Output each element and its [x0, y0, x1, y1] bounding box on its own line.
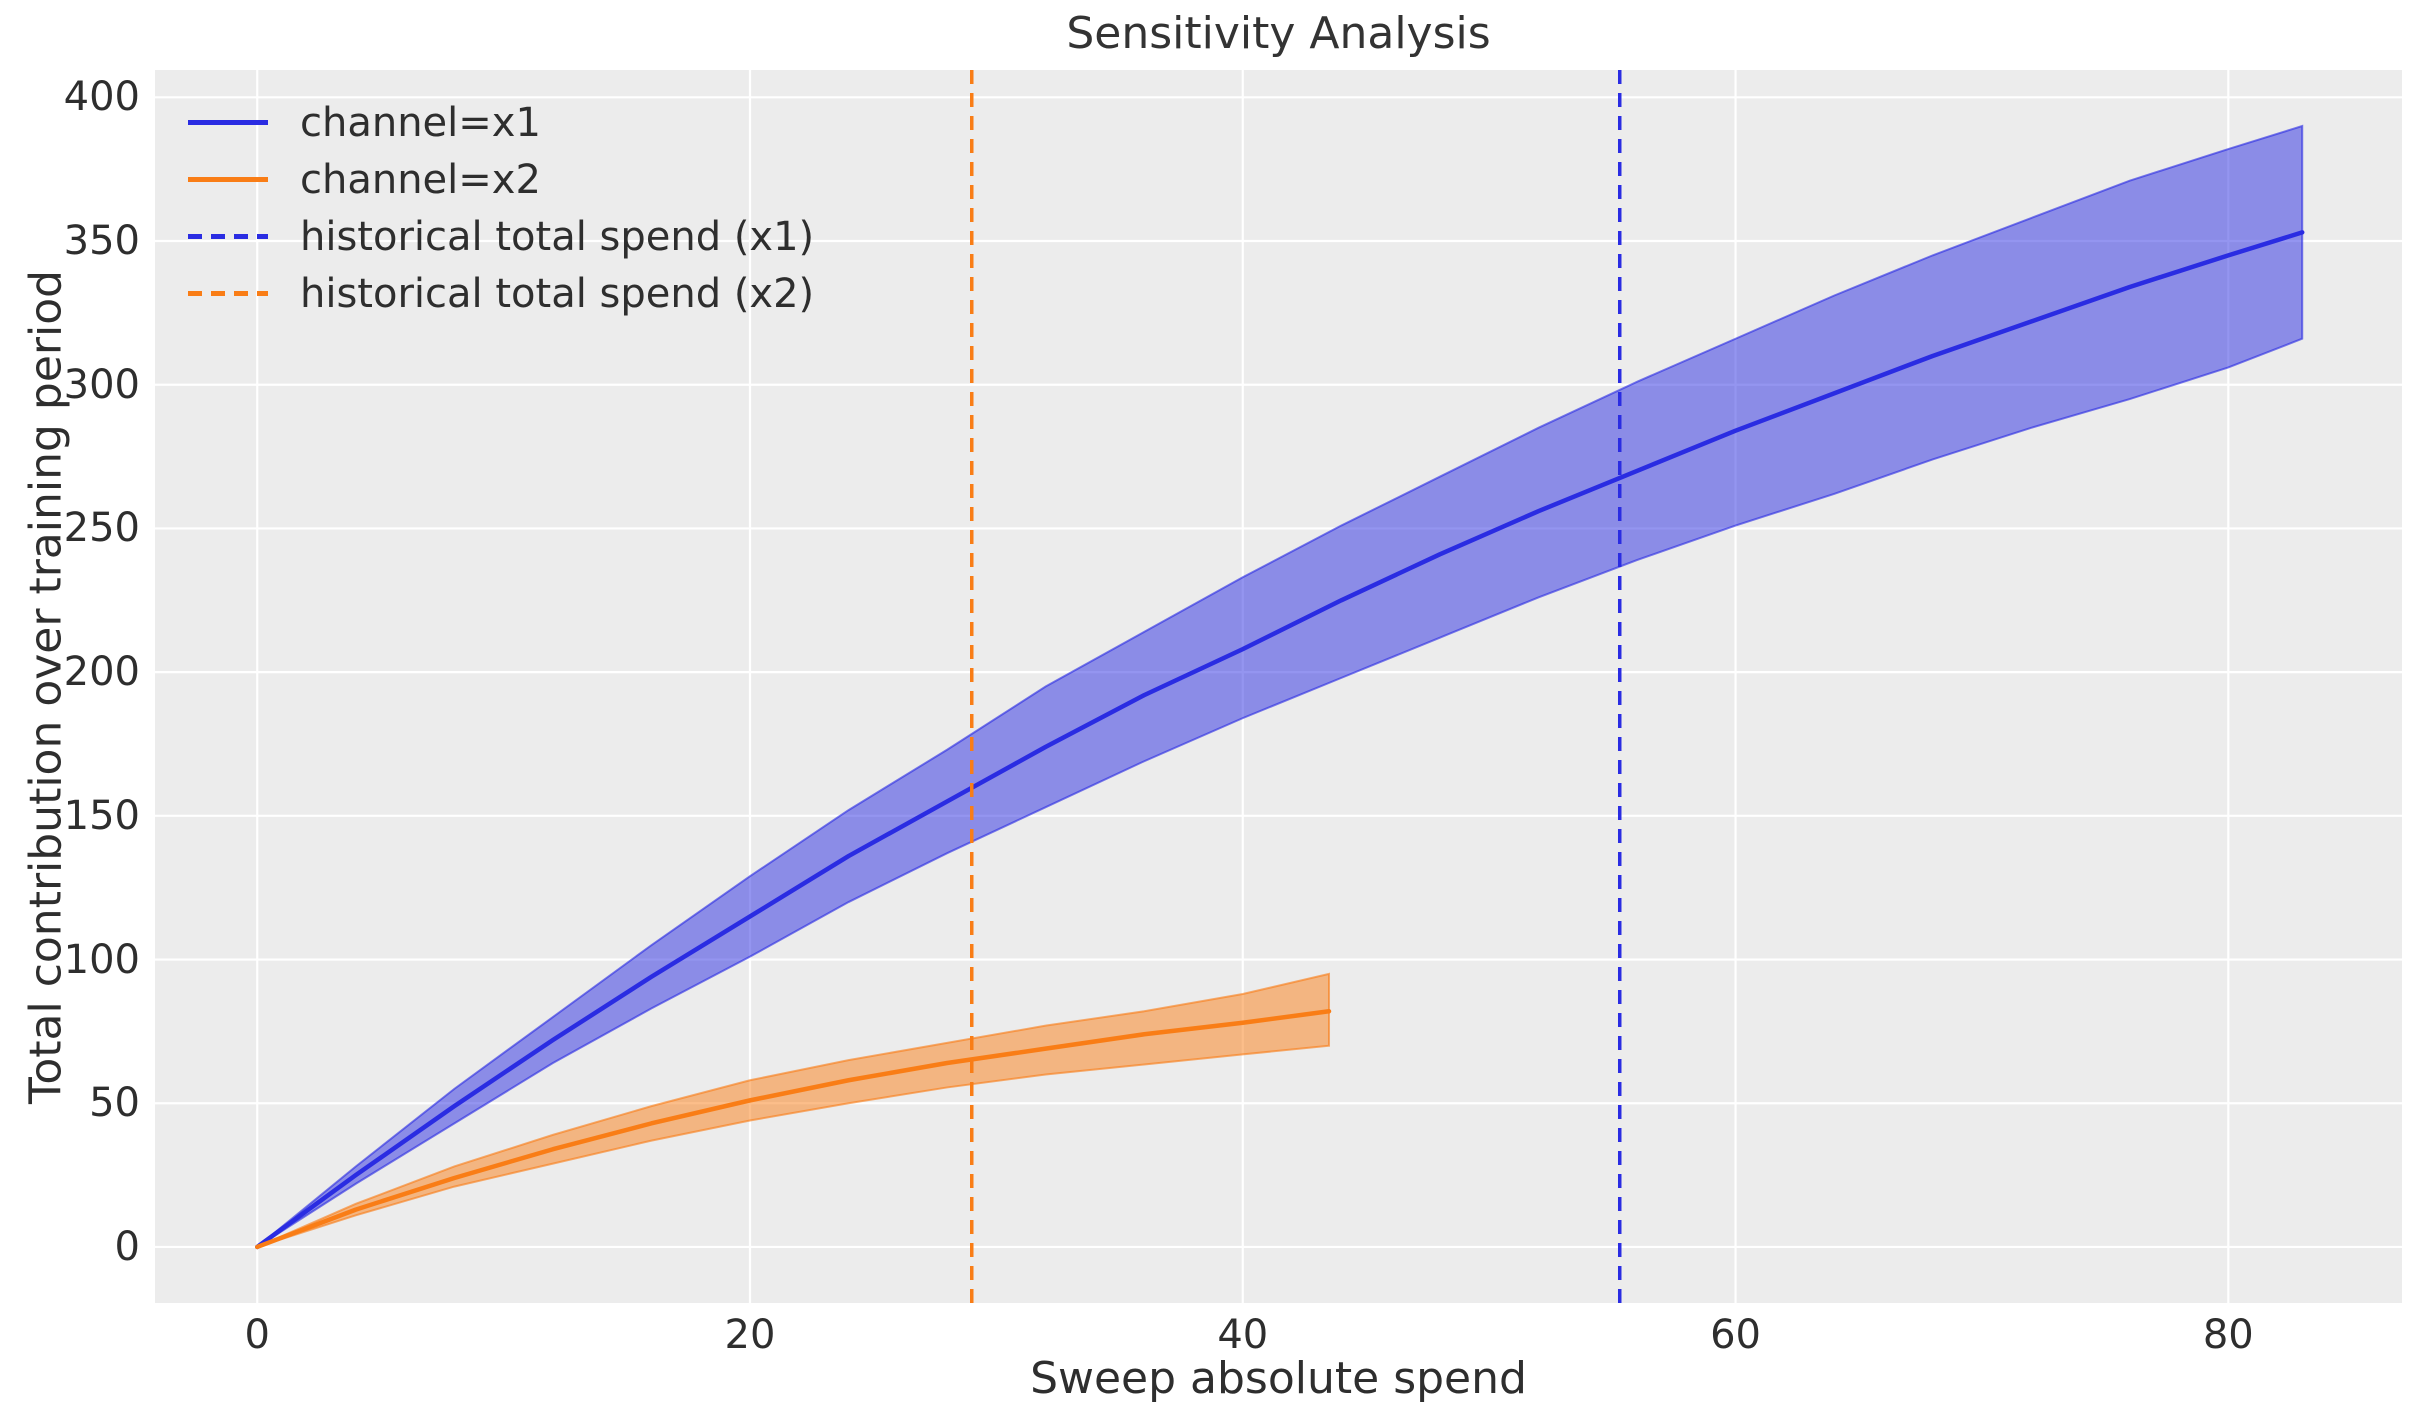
legend-row: historical total spend (x2) — [188, 265, 814, 322]
legend: channel=x1 channel=x2 historical total spe… — [188, 94, 814, 322]
legend-dashed-line-sample — [188, 291, 268, 296]
legend-solid-line-sample — [188, 120, 268, 125]
legend-label: channel=x1 — [300, 99, 541, 146]
legend-dashed-line-sample — [188, 234, 268, 239]
mean-line-2 — [254, 1009, 1332, 1250]
x-axis-label: Sweep absolute spend — [1030, 1353, 1527, 1404]
y-tick-label: 150 — [63, 792, 140, 839]
legend-label: historical total spend (x1) — [300, 213, 815, 260]
y-tick-label: 0 — [114, 1223, 140, 1270]
x-tick-label: 20 — [724, 1312, 776, 1358]
y-tick-label: 400 — [63, 74, 140, 121]
y-tick-label: 250 — [63, 505, 140, 552]
y-tick-label: 300 — [63, 361, 140, 408]
y-tick-label: 200 — [63, 649, 140, 696]
y-tick-label: 100 — [63, 936, 140, 983]
legend-solid-line-sample — [188, 177, 268, 182]
x-tick-label: 60 — [1710, 1312, 1761, 1358]
legend-label: channel=x2 — [300, 156, 541, 203]
legend-row: historical total spend (x1) — [188, 208, 814, 265]
x-tick-label: 80 — [2202, 1312, 2254, 1358]
y-tick-label: 50 — [89, 1080, 140, 1127]
legend-row: channel=x1 — [188, 94, 814, 151]
x-tick-label: 0 — [244, 1312, 270, 1358]
mean-line-1 — [254, 230, 2305, 1250]
x-tick-label: 40 — [1217, 1312, 1269, 1358]
chart-title: Sensitivity Analysis — [1066, 8, 1491, 59]
legend-row: channel=x2 — [188, 151, 814, 208]
y-tick-label: 350 — [63, 218, 140, 264]
legend-label: historical total spend (x2) — [300, 270, 815, 317]
